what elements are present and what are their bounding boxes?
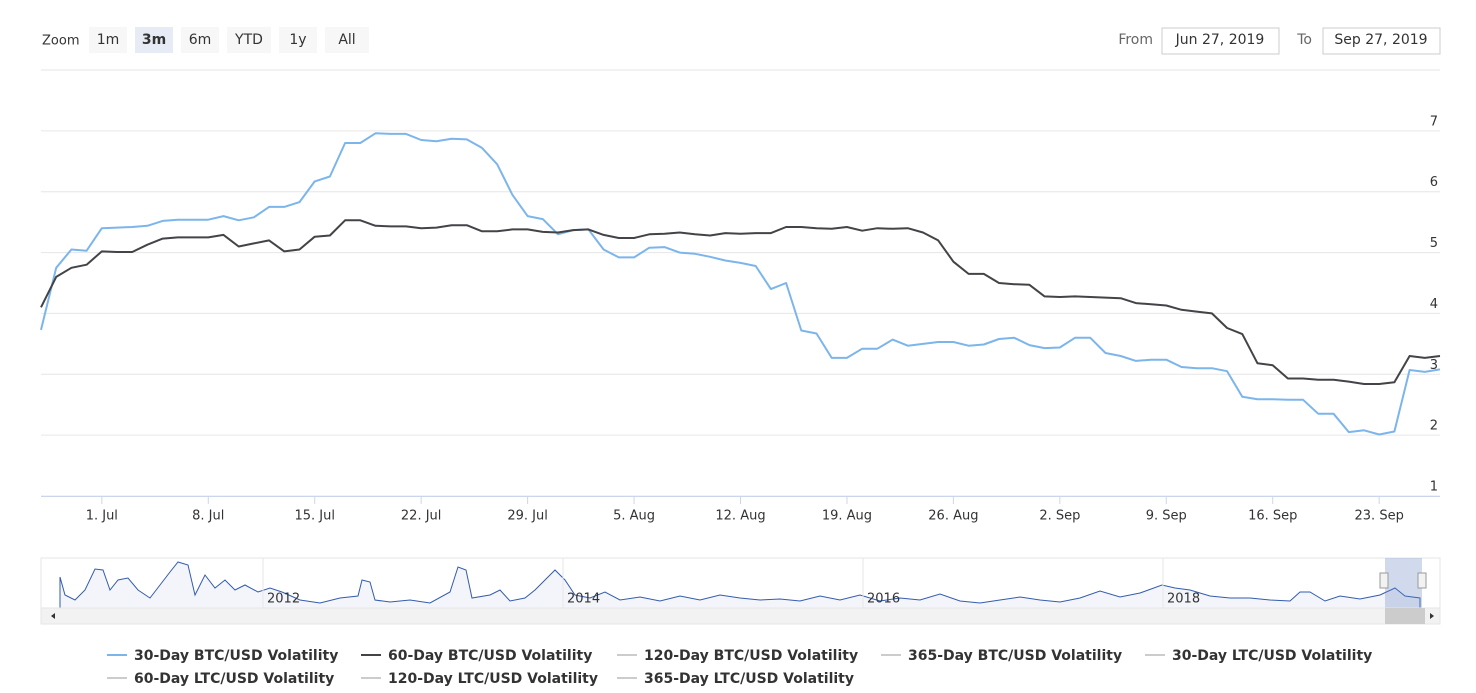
legend-label: 30-Day BTC/USD Volatility <box>134 648 338 664</box>
x-tick-label: 5. Aug <box>613 509 655 524</box>
zoom-button[interactable]: 6m <box>181 27 219 53</box>
zoom-button-label: 1m <box>97 32 120 48</box>
x-tick-label: 19. Aug <box>822 509 872 524</box>
zoom-button[interactable]: 1y <box>279 27 317 53</box>
legend-item[interactable]: 60-Day LTC/USD Volatility <box>107 671 334 687</box>
zoom-button-bg <box>227 27 271 53</box>
navigator-handle[interactable] <box>1417 572 1427 589</box>
to-value: Sep 27, 2019 <box>1334 32 1427 48</box>
legend-label: 120-Day LTC/USD Volatility <box>388 671 598 687</box>
zoom-button-label: YTD <box>234 32 263 48</box>
zoom-button[interactable]: YTD <box>227 27 271 53</box>
y-tick-label: 6 <box>1430 175 1438 190</box>
legend-item[interactable]: 365-Day BTC/USD Volatility <box>881 648 1122 664</box>
legend-item[interactable]: 120-Day BTC/USD Volatility <box>617 648 858 664</box>
to-input[interactable] <box>1322 27 1441 55</box>
y-tick-label: 1 <box>1430 480 1438 495</box>
x-tick-label: 29. Jul <box>507 509 548 524</box>
navigator-series <box>59 561 1421 609</box>
x-tick-label: 15. Jul <box>294 509 335 524</box>
y-tick-label: 3 <box>1430 358 1438 373</box>
legend-item[interactable]: 120-Day LTC/USD Volatility <box>361 671 598 687</box>
navigator-label: 2014 <box>567 592 600 607</box>
y-tick-label: 7 <box>1430 114 1438 129</box>
legend-label: 365-Day BTC/USD Volatility <box>908 648 1122 664</box>
x-tick-label: 9. Sep <box>1146 509 1187 524</box>
from-input[interactable] <box>1161 27 1280 55</box>
zoom-label: Zoom <box>42 34 79 49</box>
legend-item[interactable]: 60-Day BTC/USD Volatility <box>361 648 592 664</box>
legend-label: 30-Day LTC/USD Volatility <box>1172 648 1372 664</box>
zoom-button-bg <box>89 27 127 53</box>
legend-item[interactable]: 30-Day LTC/USD Volatility <box>1145 648 1372 664</box>
zoom-button-label: 6m <box>189 32 212 48</box>
x-tick-label: 2. Sep <box>1039 509 1080 524</box>
y-tick-label: 4 <box>1430 297 1438 312</box>
y-tick-label: 5 <box>1430 236 1438 251</box>
y-tick-label: 2 <box>1430 419 1438 434</box>
legend-item[interactable]: 30-Day BTC/USD Volatility <box>107 648 338 664</box>
navigator-handle[interactable] <box>1379 572 1389 589</box>
from-value: Jun 27, 2019 <box>1175 32 1265 48</box>
scrollbar-track[interactable] <box>40 607 1441 625</box>
navigator-mask <box>1385 558 1422 608</box>
zoom-button[interactable]: 1m <box>89 27 127 53</box>
zoom-button-bg <box>135 27 173 53</box>
zoom-button-label: 3m <box>142 32 166 48</box>
legend-label: 60-Day BTC/USD Volatility <box>388 648 592 664</box>
series-line <box>40 219 1441 385</box>
zoom-button[interactable]: All <box>325 27 369 53</box>
navigator <box>40 557 1441 625</box>
from-label: From <box>1118 32 1153 48</box>
to-label: To <box>1296 32 1312 48</box>
series-line <box>40 132 1441 436</box>
x-tick-label: 23. Sep <box>1355 509 1404 524</box>
legend-label: 120-Day BTC/USD Volatility <box>644 648 858 664</box>
navigator-label: 2012 <box>267 592 300 607</box>
x-tick-label: 8. Jul <box>192 509 224 524</box>
scrollbar-thumb[interactable] <box>1385 608 1425 624</box>
x-tick-label: 16. Sep <box>1248 509 1297 524</box>
zoom-button-bg <box>279 27 317 53</box>
navigator-label: 2016 <box>867 592 900 607</box>
navigator-label: 2018 <box>1167 592 1200 607</box>
zoom-button-bg <box>181 27 219 53</box>
legend-label: 365-Day LTC/USD Volatility <box>644 671 854 687</box>
x-tick-label: 26. Aug <box>928 509 978 524</box>
legend-label: 60-Day LTC/USD Volatility <box>134 671 334 687</box>
zoom-button-label: 1y <box>289 32 306 48</box>
zoom-button-bg <box>325 27 369 53</box>
zoom-button[interactable]: 3m <box>135 27 173 53</box>
legend-item[interactable]: 365-Day LTC/USD Volatility <box>617 671 854 687</box>
x-tick-label: 22. Jul <box>401 509 442 524</box>
zoom-button-label: All <box>338 32 355 48</box>
x-tick-label: 12. Aug <box>715 509 765 524</box>
x-tick-label: 1. Jul <box>86 509 118 524</box>
